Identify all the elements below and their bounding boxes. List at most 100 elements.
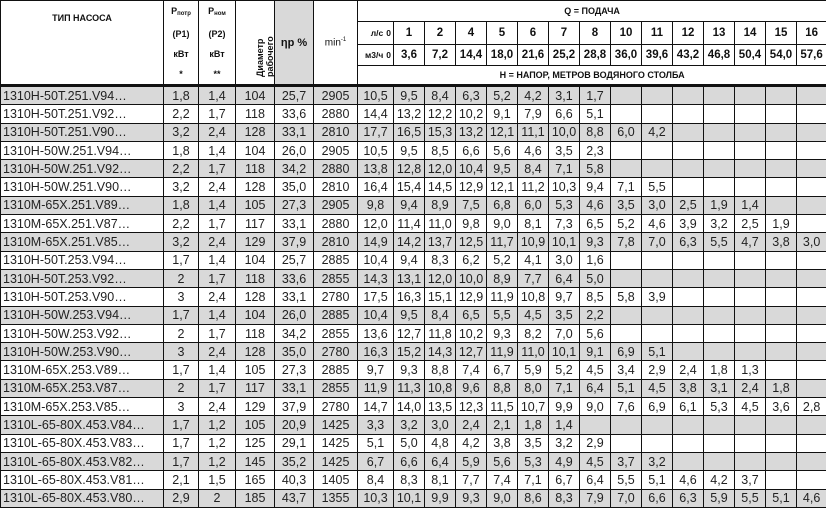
p1-cell: 1,7 xyxy=(164,416,199,434)
head-cell: 4,5 xyxy=(518,306,549,324)
p1-cell: 2,9 xyxy=(164,489,199,507)
head-cell: 8,5 xyxy=(425,141,456,159)
head-cell: 10,9 xyxy=(518,233,549,251)
head-cell: 9,8 xyxy=(358,196,394,214)
efficiency-cell: 35,2 xyxy=(275,452,314,470)
head-cell: 5,9 xyxy=(518,361,549,379)
head-cell: 15,1 xyxy=(425,288,456,306)
head-cell xyxy=(766,434,797,452)
speed-cell: 2885 xyxy=(314,306,358,324)
efficiency-cell: 34,2 xyxy=(275,324,314,342)
diameter-header: Диаметр рабочего колеса, мм xyxy=(236,1,275,86)
head-cell: 3,8 xyxy=(766,233,797,251)
flow-ls-cell: 6 xyxy=(518,21,549,44)
flow-ls-cell: 2 xyxy=(425,21,456,44)
head-cell xyxy=(735,269,766,287)
head-cell: 8,9 xyxy=(425,196,456,214)
efficiency-cell: 35,0 xyxy=(275,178,314,196)
diameter-cell: 105 xyxy=(236,361,275,379)
head-cell: 5,2 xyxy=(487,86,518,105)
head-cell xyxy=(766,178,797,196)
head-cell: 5,1 xyxy=(611,379,642,397)
efficiency-cell: 35,0 xyxy=(275,343,314,361)
head-cell xyxy=(673,324,704,342)
diameter-cell: 105 xyxy=(236,416,275,434)
head-cell: 6,4 xyxy=(549,269,580,287)
head-cell: 12,2 xyxy=(425,105,456,123)
pump-type-cell: 1310M-65X.253.V87… xyxy=(1,379,164,397)
head-cell xyxy=(766,160,797,178)
head-cell xyxy=(580,416,611,434)
p2-cell: 1,2 xyxy=(199,434,236,452)
head-cell xyxy=(766,452,797,470)
head-cell xyxy=(642,105,673,123)
p2-cell: 1,2 xyxy=(199,416,236,434)
head-cell: 3,6 xyxy=(766,398,797,416)
head-cell: 7,5 xyxy=(456,196,487,214)
head-cell xyxy=(704,160,735,178)
pump-type-cell: 1310H-50T.251.V94… xyxy=(1,86,164,105)
head-cell: 10,1 xyxy=(394,489,425,507)
head-cell: 14,9 xyxy=(358,233,394,251)
speed-cell: 2855 xyxy=(314,269,358,287)
head-cell: 9,3 xyxy=(456,489,487,507)
flow-m3h-cell: 14,4 xyxy=(456,45,487,66)
pump-type-cell: 1310H-50W.253.V94… xyxy=(1,306,164,324)
head-cell: 9,3 xyxy=(487,324,518,342)
head-cell xyxy=(704,105,735,123)
head-cell: 3,2 xyxy=(549,434,580,452)
diameter-cell: 118 xyxy=(236,160,275,178)
head-cell xyxy=(611,416,642,434)
head-cell: 3,1 xyxy=(549,86,580,105)
head-cell xyxy=(735,123,766,141)
flow-m3h-cell: 39,6 xyxy=(642,45,673,66)
head-cell: 2,5 xyxy=(735,215,766,233)
head-cell xyxy=(704,343,735,361)
head-cell: 4,5 xyxy=(735,398,766,416)
p2-cell: 2,4 xyxy=(199,288,236,306)
diameter-cell: 125 xyxy=(236,434,275,452)
efficiency-cell: 33,1 xyxy=(275,123,314,141)
p1-cell: 2,2 xyxy=(164,160,199,178)
head-cell: 3,7 xyxy=(611,452,642,470)
head-cell: 6,3 xyxy=(673,233,704,251)
head-cell: 14,3 xyxy=(425,343,456,361)
flow-m3h-label: м3/ч xyxy=(365,50,383,60)
head-cell: 12,0 xyxy=(358,215,394,233)
head-cell: 10,0 xyxy=(456,269,487,287)
head-cell xyxy=(704,86,735,105)
pump-type-cell: 1310H-50W.251.V94… xyxy=(1,141,164,159)
head-cell xyxy=(611,141,642,159)
head-cell xyxy=(797,416,826,434)
efficiency-cell: 25,7 xyxy=(275,251,314,269)
head-cell xyxy=(797,160,826,178)
speed-cell: 1405 xyxy=(314,471,358,489)
head-cell: 6,3 xyxy=(673,489,704,507)
pump-type-cell: 1310H-50T.253.V92… xyxy=(1,269,164,287)
flow-m3h-cell: 25,2 xyxy=(549,45,580,66)
head-cell: 11,2 xyxy=(518,178,549,196)
head-cell: 12,1 xyxy=(487,123,518,141)
speed-cell: 2880 xyxy=(314,215,358,233)
p2-cell: 1,2 xyxy=(199,452,236,470)
head-cell xyxy=(642,306,673,324)
head-cell: 7,8 xyxy=(611,233,642,251)
flow-ls-cell: 5 xyxy=(487,21,518,44)
pump-type-cell: 1310M-65X.251.V85… xyxy=(1,233,164,251)
head-cell: 6,5 xyxy=(456,306,487,324)
head-cell: 8,8 xyxy=(580,123,611,141)
head-cell: 11,3 xyxy=(394,379,425,397)
pump-type-cell: 1310M-65X.253.V85… xyxy=(1,398,164,416)
pump-type-cell: 1310H-50T.251.V92… xyxy=(1,105,164,123)
efficiency-cell: 26,0 xyxy=(275,306,314,324)
head-cell: 9,7 xyxy=(358,361,394,379)
head-cell xyxy=(766,416,797,434)
head-cell: 4,6 xyxy=(642,215,673,233)
head-cell: 16,3 xyxy=(358,343,394,361)
